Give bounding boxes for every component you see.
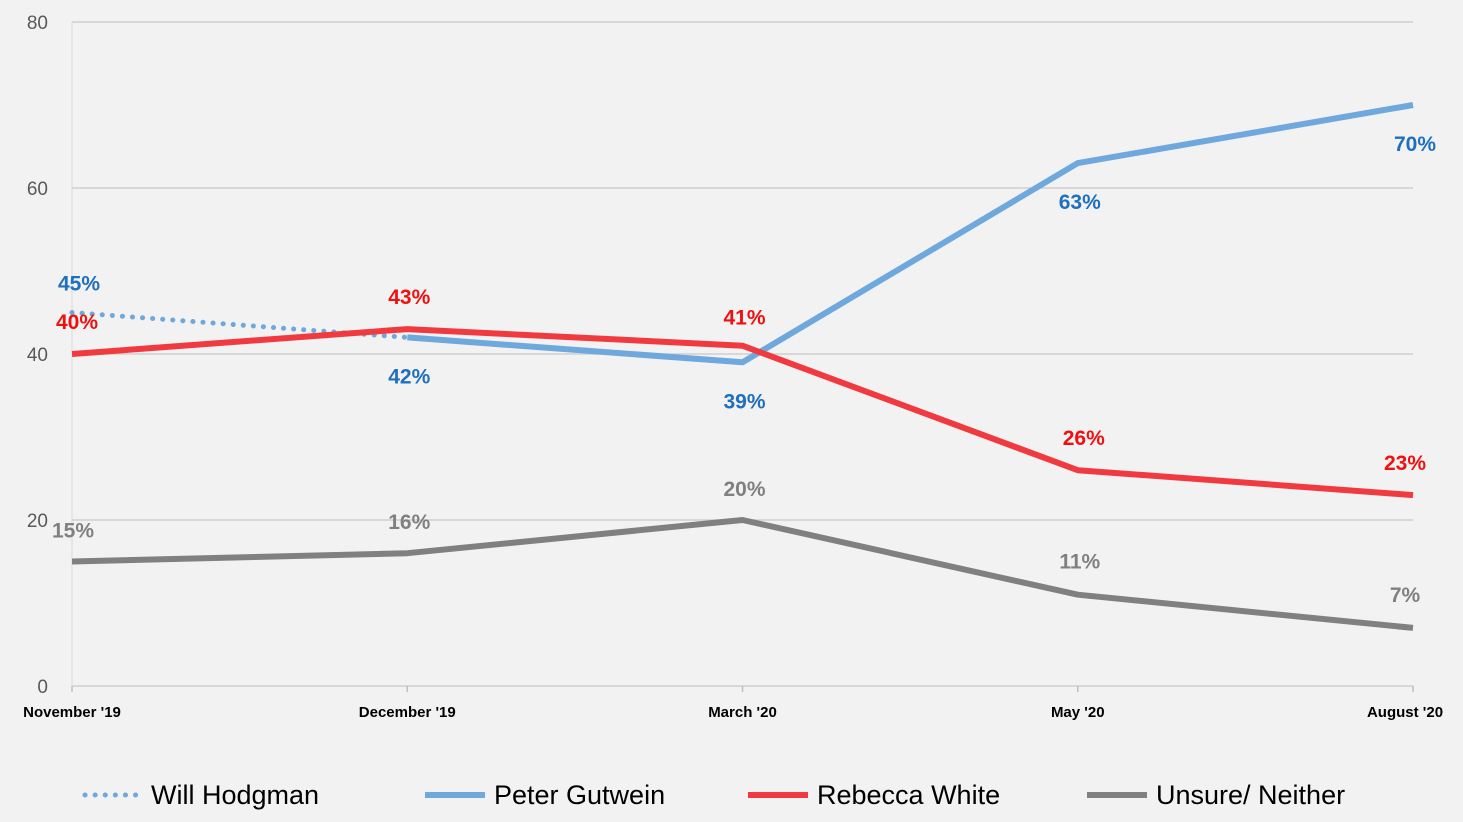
series-line-rebecca-white	[71, 326, 1414, 499]
data-label-will-hodgman: 45%	[58, 273, 100, 296]
legend-label: Unsure/ Neither	[1156, 780, 1345, 810]
data-label-rebecca-white: 23%	[1384, 452, 1426, 475]
data-labels: 45% 42% 39% 63% 70% 40% 43% 41% 26% 23% 15% 16% 20% 1…	[52, 133, 1436, 607]
series	[69, 102, 1414, 631]
legend: Will Hodgman Peter Gutwein Rebecca White Un…	[82, 780, 1345, 810]
data-label-rebecca-white: 26%	[1063, 427, 1105, 450]
data-label-unsure-neither: 16%	[388, 511, 430, 534]
grid	[72, 21, 1413, 687]
axes: 0 20 40 60 80 November '19 December '19 March '…	[23, 13, 1443, 721]
data-label-peter-gutwein: 70%	[1394, 133, 1436, 156]
legend-item-rebecca-white: Rebecca White	[748, 780, 1000, 810]
y-tick-label: 40	[27, 345, 48, 366]
series-line-peter-gutwein	[407, 102, 1414, 366]
data-label-rebecca-white: 40%	[56, 311, 98, 334]
y-tick-label: 20	[27, 511, 48, 532]
x-tick-label: August '20	[1367, 704, 1443, 721]
data-label-rebecca-white: 41%	[723, 307, 765, 330]
x-tick-label: May '20	[1051, 704, 1105, 721]
data-label-peter-gutwein: 42%	[388, 365, 430, 388]
legend-label: Will Hodgman	[151, 780, 319, 810]
legend-item-will-hodgman: Will Hodgman	[82, 780, 319, 810]
x-tick-label: March '20	[708, 704, 777, 721]
legend-label: Rebecca White	[817, 780, 1000, 810]
y-tick-label: 0	[37, 677, 48, 698]
legend-label: Peter Gutwein	[494, 780, 665, 810]
data-label-unsure-neither: 7%	[1390, 584, 1421, 607]
data-label-unsure-neither: 11%	[1059, 551, 1100, 574]
y-tick-label: 60	[27, 179, 48, 200]
x-tick-label: December '19	[359, 704, 456, 721]
data-label-unsure-neither: 15%	[52, 520, 94, 543]
legend-item-peter-gutwein: Peter Gutwein	[425, 780, 665, 810]
data-label-rebecca-white: 43%	[388, 286, 430, 309]
x-tick-label: November '19	[23, 704, 121, 721]
data-label-peter-gutwein: 63%	[1059, 191, 1101, 214]
data-label-peter-gutwein: 39%	[723, 390, 765, 413]
y-tick-label: 80	[27, 13, 48, 34]
series-line-unsure-neither	[71, 517, 1414, 631]
legend-item-unsure-neither: Unsure/ Neither	[1087, 780, 1345, 810]
data-label-unsure-neither: 20%	[723, 478, 765, 501]
